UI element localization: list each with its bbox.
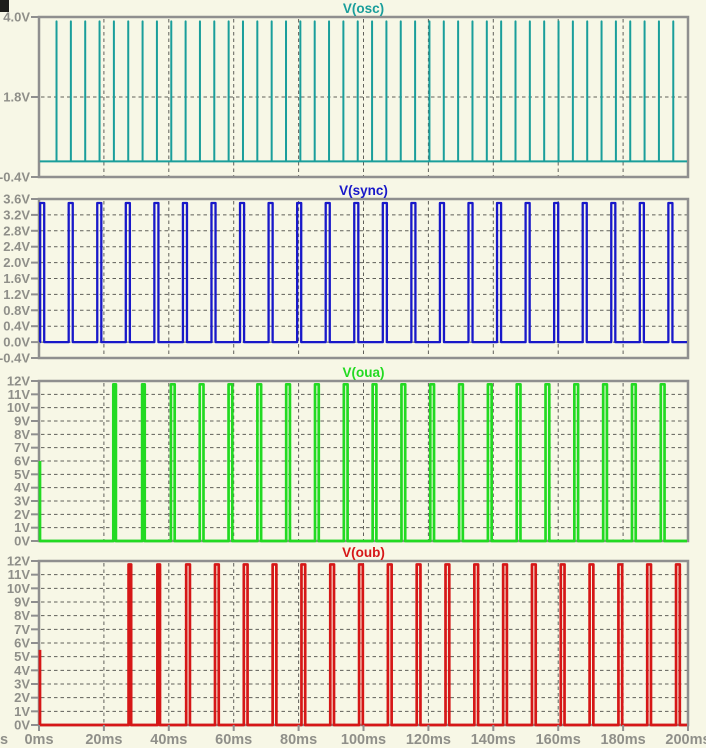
panel-title-v-oub-: V(oub) bbox=[342, 545, 385, 560]
y-tick-label: 0.8V bbox=[3, 303, 30, 318]
y-tick-label: 2.0V bbox=[3, 255, 30, 270]
trace-v-oub- bbox=[38, 563, 687, 727]
y-tick-label: 3.2V bbox=[3, 207, 30, 222]
y-tick-label: 5V bbox=[14, 649, 30, 664]
y-tick-label: 2.4V bbox=[3, 239, 30, 254]
y-tick-label: 0V bbox=[14, 718, 30, 733]
x-edge-partial-label: s bbox=[0, 732, 8, 748]
y-tick-label: 2V bbox=[14, 507, 30, 522]
x-tick-label: 20ms bbox=[85, 732, 122, 748]
x-tick-label: 0ms bbox=[24, 732, 53, 748]
y-tick-label: 9V bbox=[14, 595, 30, 610]
y-tick-label: 1.6V bbox=[3, 271, 30, 286]
y-tick-label: 1.2V bbox=[3, 287, 30, 302]
x-tick-label: 60ms bbox=[215, 732, 252, 748]
y-tick-label: 3V bbox=[14, 494, 30, 509]
y-tick-label: 5V bbox=[14, 467, 30, 482]
y-tick-label: -0.4V bbox=[0, 170, 30, 185]
y-tick-label: 0V bbox=[14, 534, 30, 549]
y-tick-label: 9V bbox=[14, 414, 30, 429]
y-tick-label: 10V bbox=[7, 400, 30, 415]
y-tick-label: 4V bbox=[14, 480, 30, 495]
x-tick-label: 100ms bbox=[341, 732, 386, 748]
y-tick-label: 12V bbox=[7, 554, 30, 569]
panel-title-v-oua-: V(oua) bbox=[343, 365, 385, 380]
y-tick-label: 6V bbox=[14, 636, 30, 651]
y-tick-label: 0.0V bbox=[3, 335, 30, 350]
y-tick-label: 4V bbox=[14, 663, 30, 678]
y-tick-label: 1.8V bbox=[3, 90, 30, 105]
trace-v-sync- bbox=[38, 201, 687, 344]
y-tick-label: 3V bbox=[14, 677, 30, 692]
panel-title-v-sync-: V(sync) bbox=[339, 183, 388, 198]
y-tick-label: 10V bbox=[7, 581, 30, 596]
x-tick-label: 180ms bbox=[601, 732, 646, 748]
y-tick-label: 3.6V bbox=[3, 192, 30, 207]
y-tick-label: 4.0V bbox=[3, 10, 30, 25]
y-tick-label: 1V bbox=[14, 520, 30, 535]
y-tick-label: 7V bbox=[14, 440, 30, 455]
y-tick-label: 0.4V bbox=[3, 319, 30, 334]
y-tick-label: 2V bbox=[14, 690, 30, 705]
corner-mark bbox=[0, 0, 9, 12]
y-tick-label: 12V bbox=[7, 374, 30, 389]
trace-v-oua- bbox=[38, 382, 687, 543]
y-tick-label: -0.4V bbox=[0, 351, 30, 366]
y-tick-label: 11V bbox=[8, 567, 31, 582]
x-tick-label: 80ms bbox=[280, 732, 317, 748]
y-tick-label: 8V bbox=[14, 427, 30, 442]
x-tick-label: 120ms bbox=[406, 732, 451, 748]
x-tick-label: 40ms bbox=[150, 732, 187, 748]
y-tick-label: 6V bbox=[14, 454, 30, 469]
x-tick-label: 160ms bbox=[536, 732, 581, 748]
panel-title-v-osc-: V(osc) bbox=[343, 1, 384, 16]
trace-v-osc- bbox=[39, 20, 687, 163]
y-tick-label: 8V bbox=[14, 608, 30, 623]
y-tick-label: 11V bbox=[8, 387, 31, 402]
x-tick-label: 140ms bbox=[471, 732, 516, 748]
y-tick-label: 2.8V bbox=[3, 223, 30, 238]
y-tick-label: 7V bbox=[14, 622, 30, 637]
y-tick-label: 1V bbox=[14, 704, 30, 719]
